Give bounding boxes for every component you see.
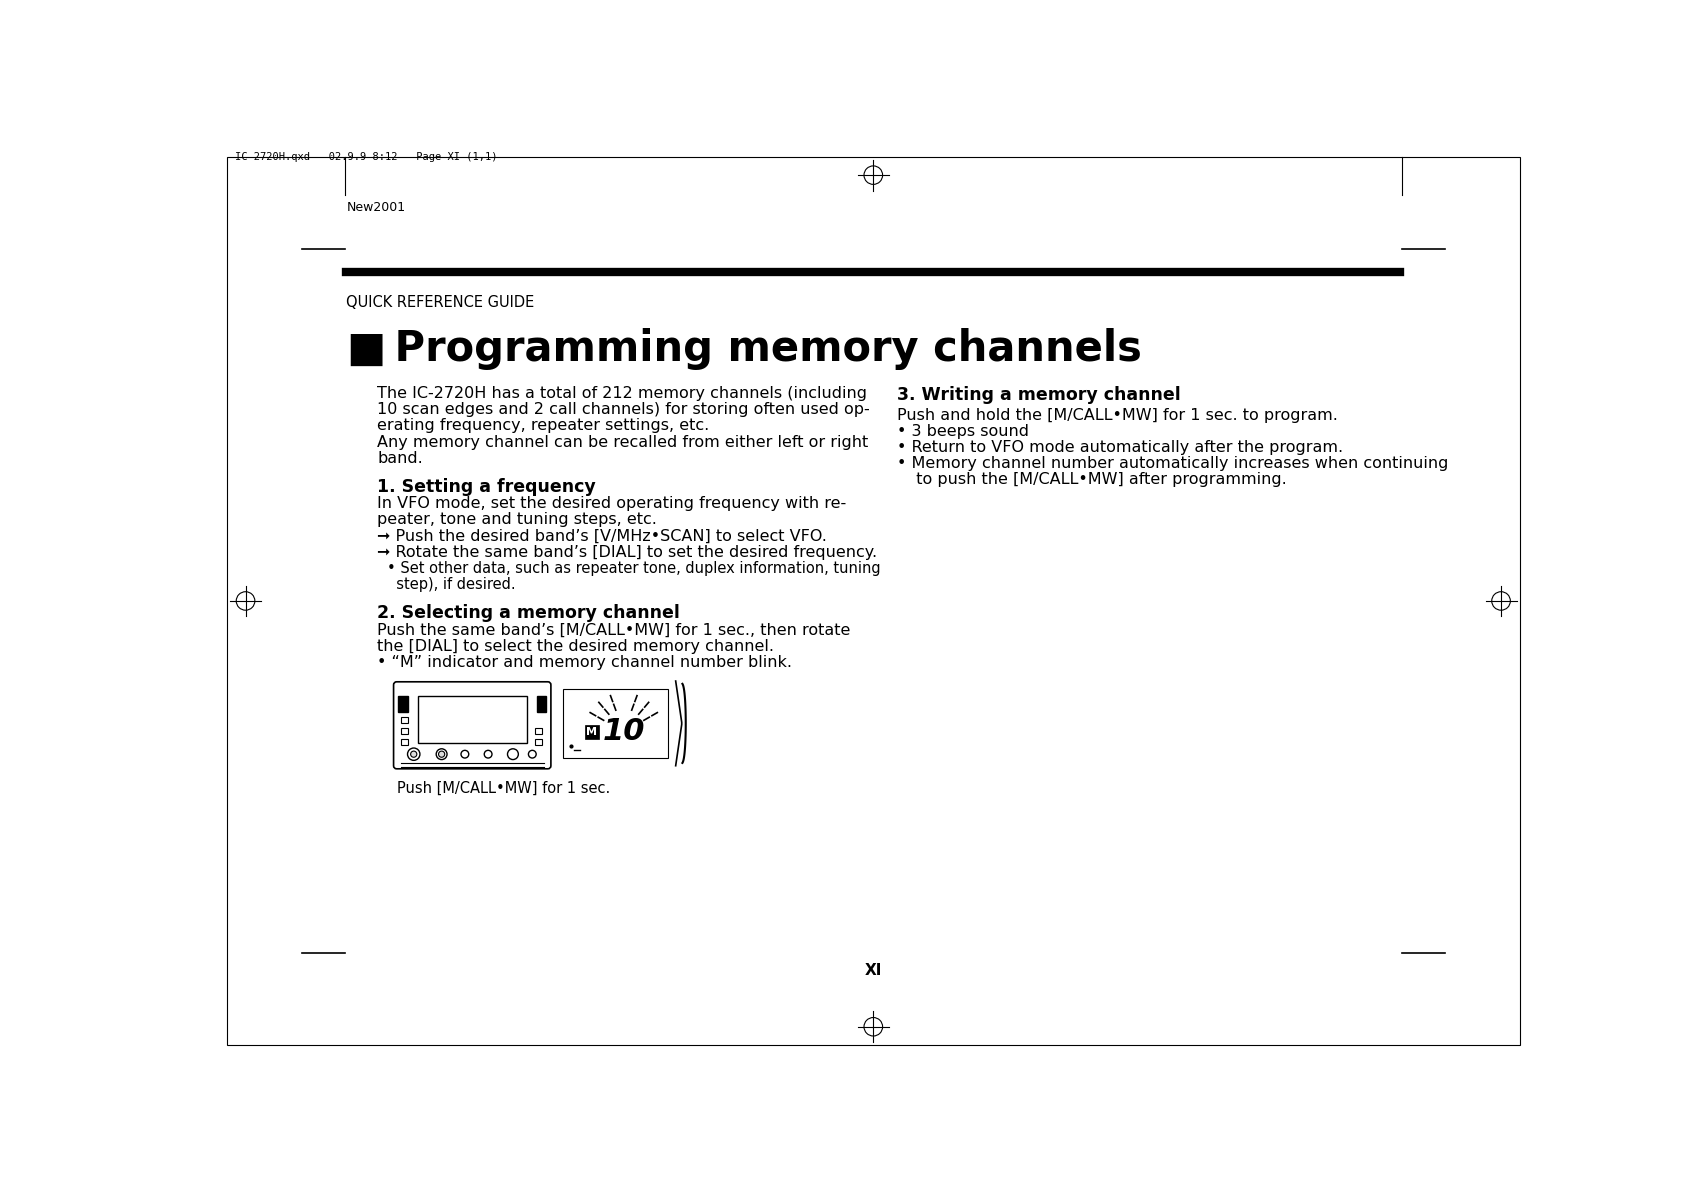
- Circle shape: [438, 751, 445, 757]
- Text: ➞ Push the desired band’s [V/MHz•SCAN] to select VFO.: ➞ Push the desired band’s [V/MHz•SCAN] t…: [377, 528, 826, 544]
- Text: QUICK REFERENCE GUIDE: QUICK REFERENCE GUIDE: [346, 295, 535, 311]
- Text: erating frequency, repeater settings, etc.: erating frequency, repeater settings, et…: [377, 419, 709, 433]
- Text: 2. Selecting a memory channel: 2. Selecting a memory channel: [377, 605, 680, 622]
- Circle shape: [411, 751, 417, 757]
- Text: • Memory channel number automatically increases when continuing: • Memory channel number automatically in…: [896, 456, 1448, 471]
- Text: step), if desired.: step), if desired.: [387, 577, 515, 593]
- FancyBboxPatch shape: [394, 682, 550, 769]
- Text: ➞ Rotate the same band’s [DIAL] to set the desired frequency.: ➞ Rotate the same band’s [DIAL] to set t…: [377, 545, 878, 559]
- Text: • Set other data, such as repeater tone, duplex information, tuning: • Set other data, such as repeater tone,…: [387, 560, 881, 576]
- Circle shape: [407, 749, 419, 760]
- Text: • “M” indicator and memory channel number blink.: • “M” indicator and memory channel numbe…: [377, 654, 792, 670]
- Text: Programming memory channels: Programming memory channels: [380, 327, 1142, 370]
- Bar: [584, 725, 598, 739]
- Text: Push the same band’s [M/CALL•MW] for 1 sec., then rotate: Push the same band’s [M/CALL•MW] for 1 s…: [377, 622, 850, 638]
- Bar: [419, 696, 527, 743]
- Text: The IC-2720H has a total of 212 memory channels (including: The IC-2720H has a total of 212 memory c…: [377, 386, 867, 401]
- Text: IC-2720H.qxd   02.9.9 8:12   Page XI (1,1): IC-2720H.qxd 02.9.9 8:12 Page XI (1,1): [235, 152, 498, 162]
- Text: band.: band.: [377, 451, 423, 465]
- Bar: [400, 728, 407, 734]
- Circle shape: [436, 749, 446, 759]
- Bar: [537, 696, 547, 712]
- Text: to push the [M/CALL•MW] after programming.: to push the [M/CALL•MW] after programmin…: [907, 472, 1287, 488]
- Circle shape: [462, 751, 469, 758]
- Text: • 3 beeps sound: • 3 beeps sound: [896, 424, 1029, 439]
- Circle shape: [508, 749, 518, 759]
- Text: Push [M/CALL•MW] for 1 sec.: Push [M/CALL•MW] for 1 sec.: [397, 781, 610, 796]
- Text: peater, tone and tuning steps, etc.: peater, tone and tuning steps, etc.: [377, 513, 658, 527]
- Text: In VFO mode, set the desired operating frequency with re-: In VFO mode, set the desired operating f…: [377, 496, 847, 512]
- Text: XI: XI: [864, 963, 883, 978]
- Text: the [DIAL] to select the desired memory channel.: the [DIAL] to select the desired memory …: [377, 639, 774, 653]
- Bar: [535, 739, 542, 745]
- Text: Push and hold the [M/CALL•MW] for 1 sec. to program.: Push and hold the [M/CALL•MW] for 1 sec.…: [896, 408, 1338, 422]
- Text: • Return to VFO mode automatically after the program.: • Return to VFO mode automatically after…: [896, 440, 1343, 455]
- Bar: [400, 718, 407, 724]
- Text: New2001: New2001: [346, 201, 406, 213]
- Bar: [535, 728, 542, 734]
- Bar: [399, 696, 407, 712]
- Text: ■: ■: [346, 327, 385, 370]
- Text: M: M: [586, 727, 598, 737]
- Text: 10: 10: [603, 718, 646, 746]
- Text: Any memory channel can be recalled from either left or right: Any memory channel can be recalled from …: [377, 434, 869, 450]
- Bar: [564, 689, 668, 758]
- Text: 10 scan edges and 2 call channels) for storing often used op-: 10 scan edges and 2 call channels) for s…: [377, 402, 871, 418]
- Text: 3. Writing a memory channel: 3. Writing a memory channel: [896, 386, 1181, 405]
- Circle shape: [484, 751, 492, 758]
- Bar: [400, 739, 407, 745]
- Circle shape: [528, 751, 537, 758]
- Text: 1. Setting a frequency: 1. Setting a frequency: [377, 477, 596, 496]
